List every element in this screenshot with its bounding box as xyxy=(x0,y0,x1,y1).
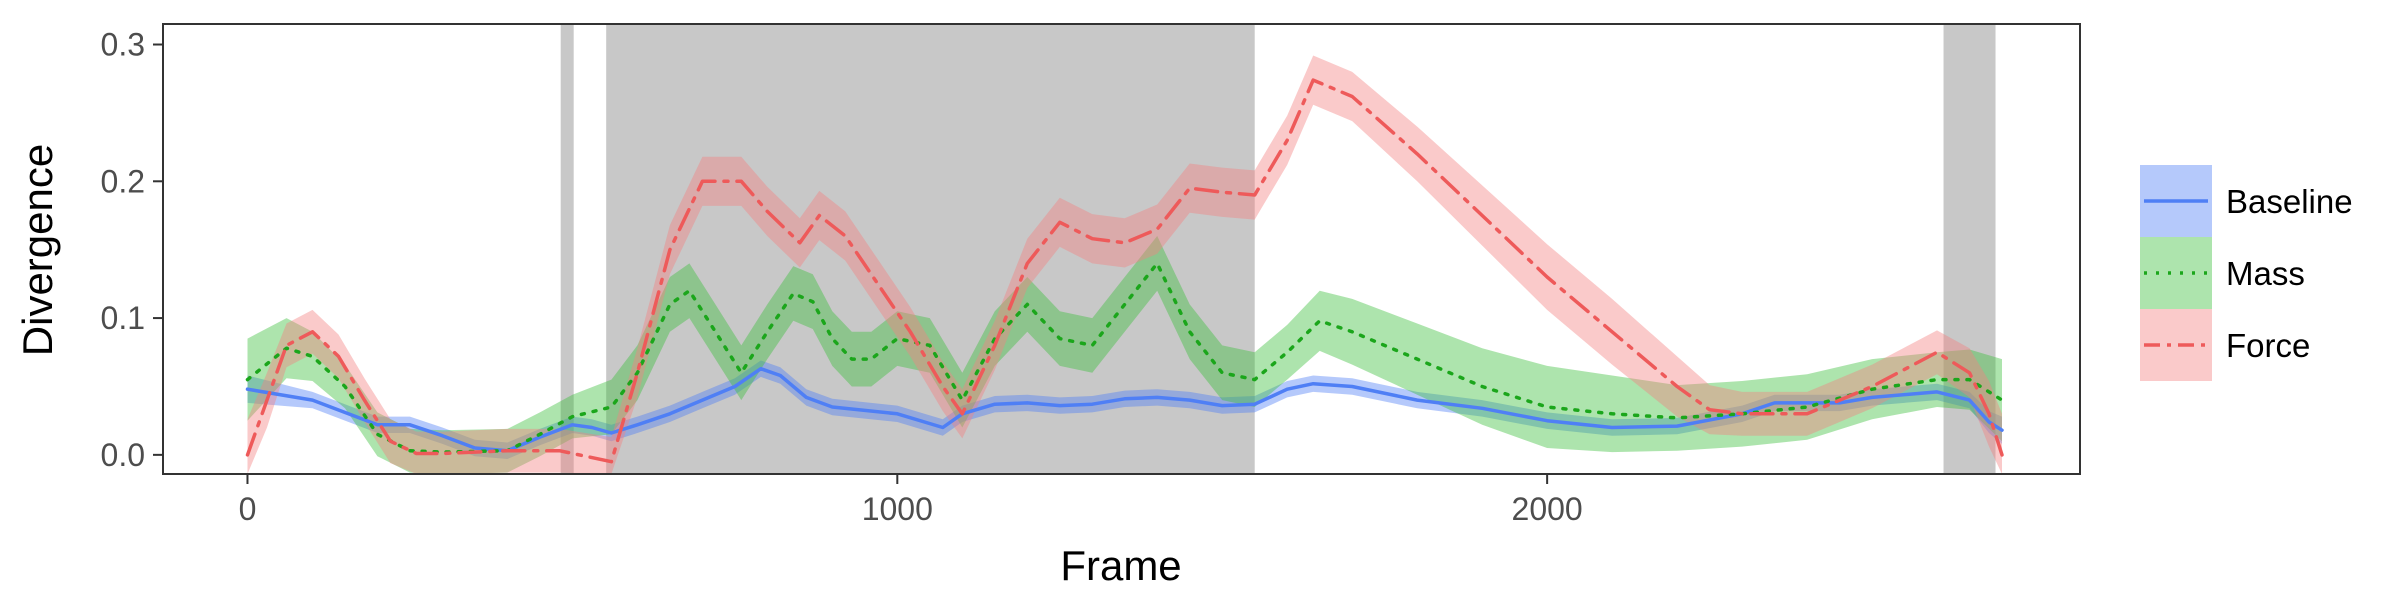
y-tick-label: 0.0 xyxy=(101,437,145,473)
band-mass xyxy=(247,236,2002,474)
legend-item-baseline: Baseline xyxy=(2140,165,2353,237)
legend-item-force: Force xyxy=(2140,309,2310,381)
legend-label-baseline: Baseline xyxy=(2226,183,2353,220)
x-axis-title: Frame xyxy=(1060,542,1181,589)
y-tick-label: 0.2 xyxy=(101,163,145,199)
y-tick-label: 0.1 xyxy=(101,300,145,336)
plot-panel-border xyxy=(162,23,2081,475)
x-tick-label: 1000 xyxy=(862,491,933,527)
legend-key-mass xyxy=(2140,237,2212,309)
band-force xyxy=(247,55,2002,474)
y-axis-title: Divergence xyxy=(14,144,61,356)
series-line-baseline xyxy=(245,366,2004,453)
y-tick-label: 0.3 xyxy=(101,27,145,63)
y-axis: 0.0 0.1 0.2 0.3 xyxy=(101,27,163,473)
legend-item-mass: Mass xyxy=(2140,237,2305,309)
x-axis: 0 1000 2000 xyxy=(239,474,1583,527)
shaded-region-1 xyxy=(560,24,574,474)
legend: Baseline Mass Force xyxy=(2140,165,2353,381)
x-tick-label: 0 xyxy=(239,491,257,527)
legend-label-mass: Mass xyxy=(2226,255,2305,292)
legend-label-force: Force xyxy=(2226,327,2310,364)
confidence-bands xyxy=(247,55,2002,474)
series-line-force xyxy=(245,78,2004,464)
series-lines xyxy=(245,78,2004,464)
x-tick-label: 2000 xyxy=(1512,491,1583,527)
